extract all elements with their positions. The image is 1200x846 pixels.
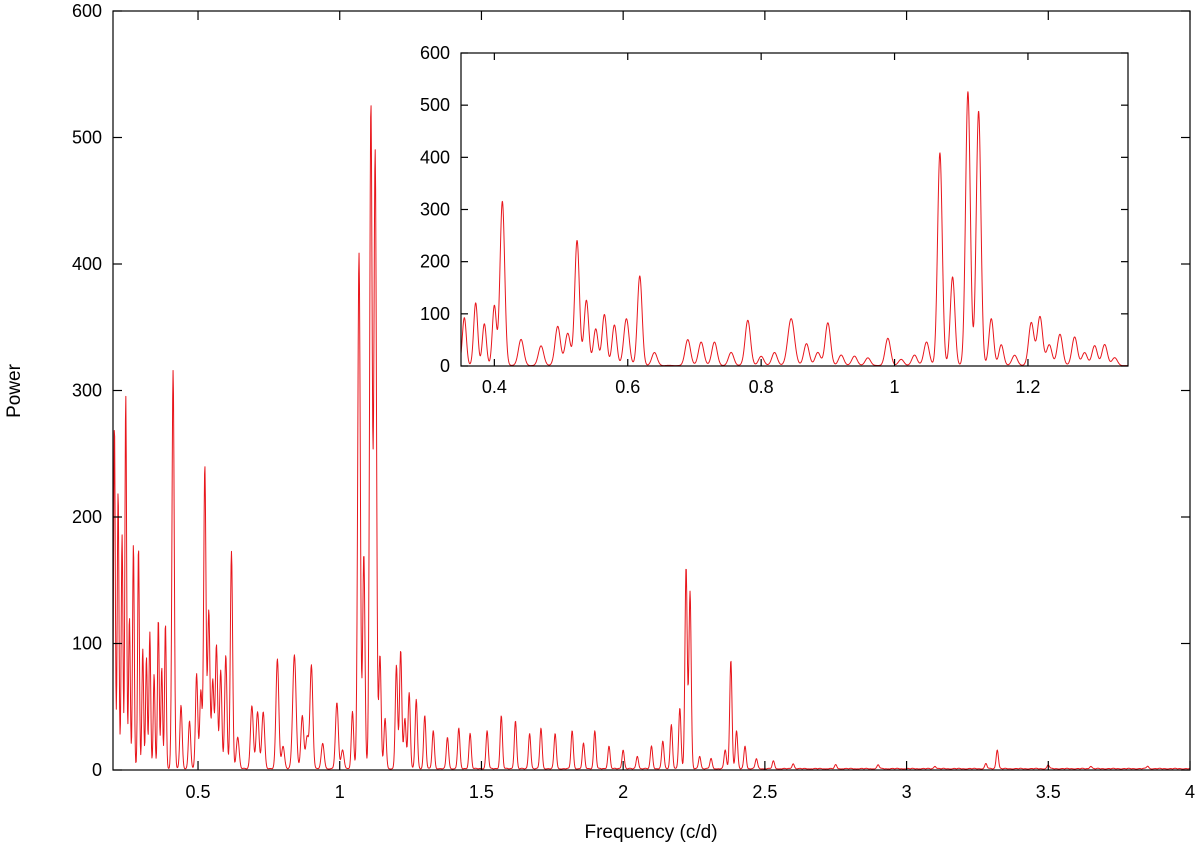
inset-periodogram-plot: 0.4 0.6 0.8 1 1.2 0 100 200 300 400 500 600 xyxy=(420,43,1129,397)
x-tick-label: 2 xyxy=(618,782,628,802)
x-tick-label: 4 xyxy=(1185,782,1195,802)
power-spectrum-line xyxy=(460,91,1129,367)
y-axis-label: Power xyxy=(4,363,25,418)
power-spectrum-line xyxy=(112,105,1191,770)
y-tick-label: 400 xyxy=(72,254,102,274)
y-tick-label: 200 xyxy=(420,252,450,272)
x-tick-label: 0.8 xyxy=(749,377,774,397)
y-tick-label: 300 xyxy=(72,381,102,401)
y-tick-label: 300 xyxy=(420,200,450,220)
y-tick-label: 100 xyxy=(72,634,102,654)
x-tick-label: 1.5 xyxy=(469,782,494,802)
main-periodogram-plot: 0.5 1 1.5 2 2.5 3 3.5 4 0 100 200 300 400 500 600 xyxy=(72,1,1195,802)
y-tick-label: 500 xyxy=(72,128,102,148)
y-tick-label: 100 xyxy=(420,304,450,324)
y-tick-label: 0 xyxy=(92,760,102,780)
x-tick-label: 1.2 xyxy=(1015,377,1040,397)
x-tick-label: 1 xyxy=(335,782,345,802)
x-tick-label: 0.5 xyxy=(186,782,211,802)
y-tick-label: 600 xyxy=(420,43,450,63)
x-tick-label: 1 xyxy=(890,377,900,397)
x-tick-label: 3 xyxy=(902,782,912,802)
y-tick-label: 0 xyxy=(440,356,450,376)
x-tick-label: 2.5 xyxy=(752,782,777,802)
y-tick-label: 500 xyxy=(420,95,450,115)
y-tick-label: 200 xyxy=(72,507,102,527)
x-axis-label: Frequency (c/d) xyxy=(584,822,717,843)
y-tick-label: 400 xyxy=(420,147,450,167)
x-tick-label: 0.6 xyxy=(615,377,640,397)
y-tick-label: 600 xyxy=(72,1,102,21)
inset-background xyxy=(461,53,1128,366)
x-tick-label: 3.5 xyxy=(1036,782,1061,802)
x-tick-label: 0.4 xyxy=(482,377,507,397)
